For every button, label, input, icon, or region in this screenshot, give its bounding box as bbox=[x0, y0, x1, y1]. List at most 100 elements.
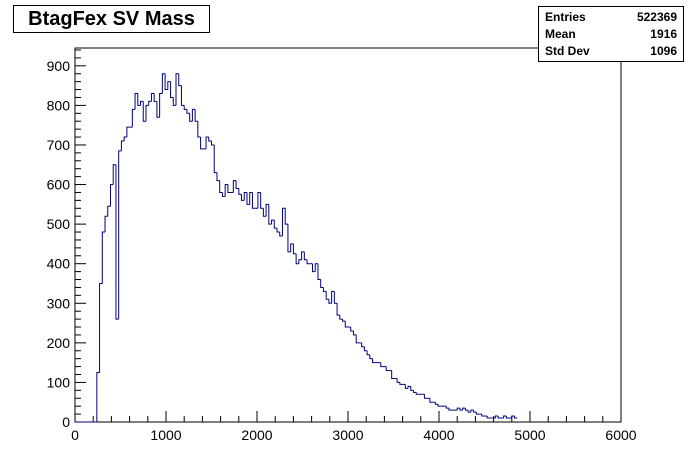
histogram-bin bbox=[219, 180, 223, 193]
histogram-bin bbox=[213, 144, 217, 174]
histogram-bin bbox=[235, 180, 239, 189]
histogram-bin bbox=[279, 232, 283, 237]
chart-title: BtagFex SV Mass bbox=[13, 5, 210, 33]
histogram-bin bbox=[292, 243, 297, 255]
histogram-bin bbox=[268, 204, 272, 225]
histogram-bin bbox=[342, 319, 346, 322]
histogram-bin bbox=[423, 394, 428, 399]
histogram-bin bbox=[317, 263, 321, 281]
stats-value: 1916 bbox=[650, 27, 677, 41]
stats-label: Entries bbox=[545, 10, 586, 24]
x-tick-label: 2000 bbox=[241, 427, 272, 443]
histogram-bin bbox=[494, 415, 499, 419]
y-tick-label: 900 bbox=[47, 58, 71, 74]
histogram-bin bbox=[200, 137, 204, 150]
stats-row-stddev: Std Dev 1096 bbox=[545, 43, 677, 59]
histogram-bin bbox=[380, 362, 384, 368]
histogram-bin bbox=[372, 358, 376, 364]
histogram-bin bbox=[241, 194, 245, 201]
histogram-bin bbox=[497, 416, 501, 419]
histogram-bin bbox=[238, 188, 242, 195]
y-tick-label: 500 bbox=[47, 216, 71, 232]
x-tick-label: 6000 bbox=[605, 427, 636, 443]
histogram-bin bbox=[246, 192, 250, 205]
stats-label: Mean bbox=[545, 27, 576, 41]
histogram-bin bbox=[467, 410, 471, 413]
histogram-bin bbox=[170, 81, 174, 98]
histogram-bin bbox=[511, 415, 515, 419]
histogram-bin bbox=[333, 291, 338, 304]
histogram-bin bbox=[399, 382, 403, 385]
histogram-bin bbox=[221, 192, 226, 197]
histogram-bin bbox=[481, 414, 485, 417]
y-tick-label: 700 bbox=[47, 137, 71, 153]
y-tick-label: 200 bbox=[47, 335, 71, 351]
y-tick-label: 300 bbox=[47, 295, 71, 311]
x-tick-label: 0 bbox=[71, 427, 79, 443]
histogram-bin bbox=[514, 416, 518, 419]
stats-label: Std Dev bbox=[545, 44, 590, 58]
histogram-bin bbox=[120, 140, 125, 151]
histogram-bin bbox=[257, 191, 261, 209]
histogram-bin bbox=[161, 73, 166, 94]
histogram-bin bbox=[306, 259, 310, 265]
histogram-bin bbox=[486, 416, 490, 419]
histogram-bin bbox=[415, 392, 419, 395]
histogram-bin bbox=[287, 224, 291, 253]
histogram-bin bbox=[183, 105, 187, 110]
histogram-bin bbox=[175, 73, 179, 106]
histogram-bin bbox=[385, 366, 389, 372]
histogram-bin bbox=[413, 390, 417, 393]
histogram-bin bbox=[464, 408, 469, 411]
histogram-bin bbox=[437, 404, 441, 407]
histogram-bin bbox=[295, 253, 299, 265]
histogram-bin bbox=[303, 251, 308, 261]
histogram-bin bbox=[470, 409, 474, 413]
histogram-bin bbox=[208, 137, 212, 142]
histogram-bin bbox=[314, 263, 318, 272]
y-tick-label: 600 bbox=[47, 177, 71, 193]
histogram-bin bbox=[249, 191, 253, 205]
histogram-bin bbox=[369, 354, 373, 360]
histogram-bin bbox=[473, 410, 477, 413]
histogram-bin bbox=[118, 150, 122, 320]
histogram-bin bbox=[410, 386, 414, 391]
x-tick-label: 5000 bbox=[514, 427, 545, 443]
histogram-bin bbox=[391, 370, 395, 379]
histogram-bin bbox=[104, 215, 108, 233]
histogram-bin bbox=[298, 259, 302, 264]
histogram-bin bbox=[448, 408, 452, 411]
y-tick-label: 100 bbox=[47, 374, 71, 390]
histogram-bin bbox=[159, 93, 163, 118]
histogram-bin bbox=[164, 73, 168, 91]
histogram-bin bbox=[101, 231, 106, 284]
histogram-bin bbox=[328, 299, 332, 304]
histogram-bin bbox=[281, 207, 286, 236]
histogram-bin bbox=[322, 287, 327, 292]
histogram-bin bbox=[134, 93, 138, 110]
histogram-bin bbox=[224, 184, 228, 197]
histogram-bin bbox=[265, 203, 269, 217]
histogram-bin bbox=[355, 334, 359, 344]
y-axis: 0 100 200 300 400 500 600 700 800 900 bbox=[47, 49, 86, 430]
histogram-bin bbox=[366, 350, 370, 356]
histogram-bin bbox=[434, 402, 439, 405]
histogram-bin bbox=[325, 291, 329, 300]
histogram-bin bbox=[251, 192, 256, 209]
histogram-bin bbox=[189, 113, 193, 122]
histogram-bin bbox=[194, 109, 198, 122]
histogram-bin bbox=[131, 108, 136, 128]
histogram-bin bbox=[312, 263, 316, 273]
histogram-bin bbox=[172, 97, 177, 106]
histogram-bin bbox=[262, 208, 267, 217]
histogram-bin bbox=[344, 321, 348, 328]
y-tick-label: 800 bbox=[47, 97, 71, 113]
histogram-bin bbox=[178, 73, 182, 87]
histogram-bin bbox=[503, 415, 507, 419]
histogram-bin bbox=[145, 104, 149, 122]
histogram-bin bbox=[396, 378, 400, 383]
histogram-bin bbox=[350, 327, 354, 332]
histogram-bin bbox=[363, 346, 368, 352]
histogram-bin bbox=[150, 93, 155, 102]
histogram-bin bbox=[475, 412, 480, 415]
